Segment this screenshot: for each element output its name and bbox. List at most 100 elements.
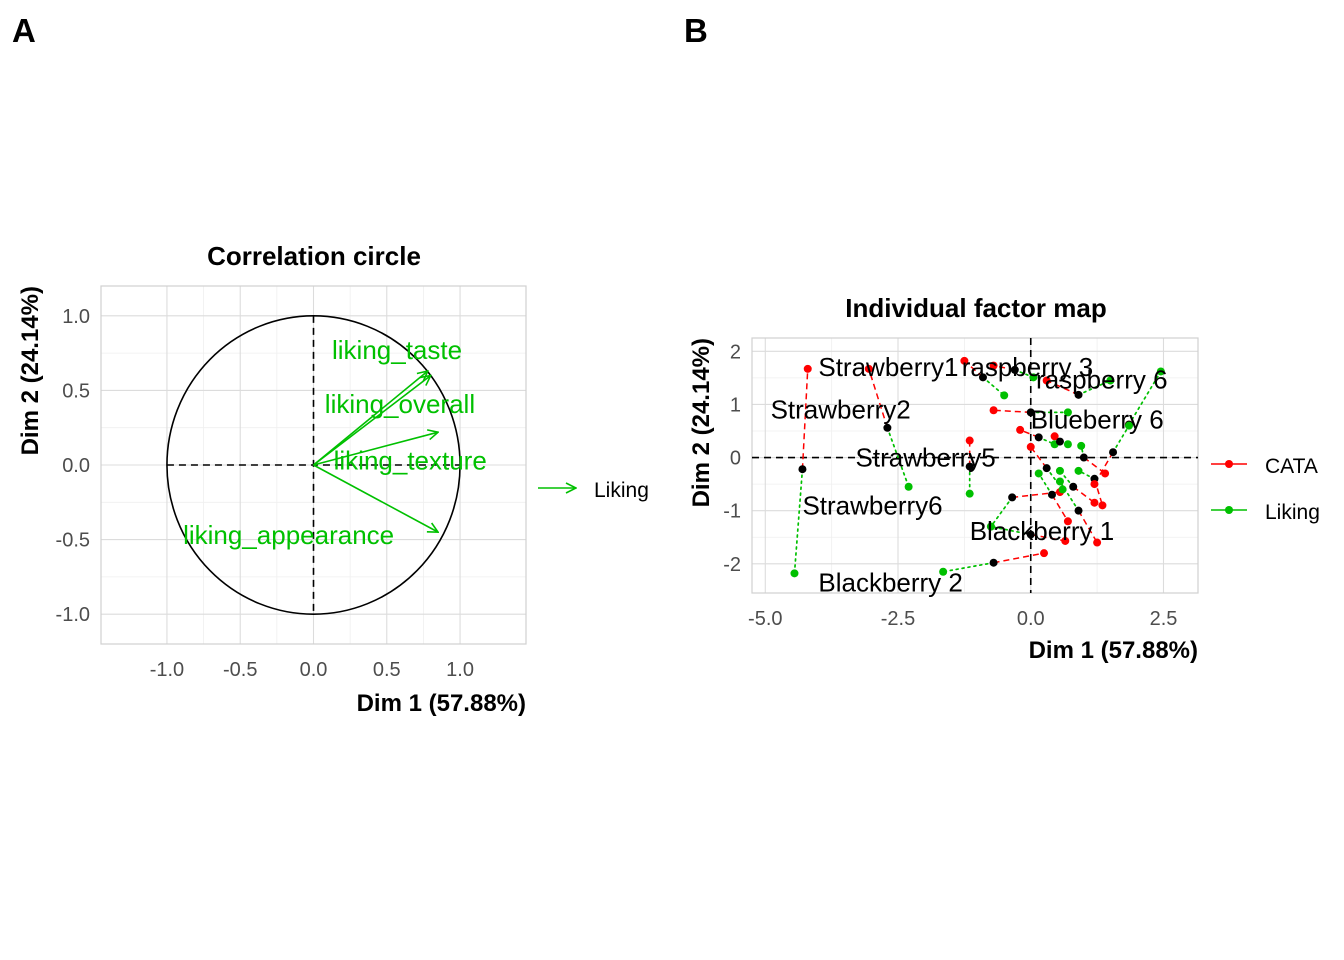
- cata-segment: [1072, 486, 1095, 504]
- chart-a-y-tick-label: 0.0: [62, 455, 90, 477]
- center-point: [1074, 506, 1083, 515]
- vector-arrow-liking-texture: [313, 432, 439, 466]
- product-label: Blackberry 2: [818, 567, 963, 597]
- chart-b-y-tick-label: -1: [723, 501, 741, 523]
- cata-point: [1042, 376, 1051, 385]
- chart-b-x-axis-title: Dim 1 (57.88%): [1029, 637, 1198, 664]
- cata-point: [960, 356, 969, 365]
- cata-segment: [1030, 446, 1048, 469]
- cata-point: [1090, 498, 1099, 507]
- cata-point: [1061, 536, 1070, 545]
- chart-a-y-axis-title: Dim 2 (24.14%): [17, 286, 44, 455]
- cata-point: [1026, 442, 1035, 451]
- liking-segment: [1045, 467, 1064, 491]
- chart-a-y-tick-label: 0.5: [62, 380, 90, 402]
- cata-point: [1098, 501, 1107, 510]
- liking-point: [904, 482, 913, 491]
- center-point: [1034, 433, 1043, 442]
- chart-b-x-tick-label: 2.5: [1150, 608, 1178, 630]
- cata-segment: [993, 409, 1031, 414]
- chart-a-y-tick-label: -0.5: [56, 530, 90, 552]
- liking-segment: [1037, 472, 1053, 496]
- cata-point: [1040, 549, 1049, 558]
- chart-a-x-tick-label: -0.5: [223, 659, 257, 681]
- chart-a-x-tick-label: -1.0: [150, 659, 184, 681]
- vector-arrow-liking-taste: [312, 371, 428, 466]
- cata-segment: [1030, 533, 1066, 542]
- chart-b-legend-label-liking: Liking: [1265, 501, 1320, 524]
- center-point: [1109, 448, 1118, 457]
- liking-point: [965, 489, 974, 498]
- center-point: [965, 462, 974, 471]
- correlation-circle-chart: Correlation circle -1.0 -0.5 0.0 0.5 1.0-1.0…: [17, 241, 649, 717]
- center-point: [1008, 493, 1017, 502]
- chart-a-x-tick-label: 0.0: [300, 659, 328, 681]
- liking-point: [1000, 391, 1009, 400]
- chart-b-plot-area: [751, 337, 1199, 594]
- cata-point: [989, 406, 998, 415]
- cata-segment: [868, 368, 889, 429]
- chart-b-y-tick-label: 0: [730, 448, 741, 470]
- liking-segment: [886, 426, 910, 488]
- cata-point: [803, 364, 812, 373]
- chart-b-x-tick-label: 0.0: [1017, 608, 1045, 630]
- product-label: Strawberry6: [802, 490, 942, 520]
- chart-b-y-tick-label: -2: [723, 554, 741, 576]
- cata-point: [989, 361, 998, 370]
- chart-b-x-tick-label: -2.5: [881, 608, 915, 630]
- liking-point: [790, 569, 799, 578]
- cata-segment: [963, 360, 984, 378]
- cata-segment: [1051, 494, 1069, 522]
- center-point: [1074, 390, 1083, 399]
- liking-segment: [982, 376, 1006, 397]
- product-label: raspberry 3: [962, 352, 1094, 382]
- chart-a-x-tick-label: 1.0: [446, 659, 474, 681]
- chart-b-grid: [752, 338, 1198, 593]
- liking-segment: [990, 496, 1014, 528]
- cata-point: [1050, 432, 1059, 441]
- product-label: Strawberry2: [771, 395, 911, 425]
- liking-segment: [793, 468, 804, 575]
- cata-segment: [993, 552, 1045, 564]
- chart-b-legend: CATA Liking: [1211, 455, 1320, 524]
- chart-b-y-tick-label: 1: [730, 394, 741, 416]
- chart-b-legend-key-cata-point: [1225, 460, 1233, 468]
- cata-segment: [1083, 456, 1106, 475]
- chart-b-legend-label-cata: CATA: [1265, 455, 1318, 478]
- cata-point: [1101, 469, 1110, 478]
- liking-point: [1055, 477, 1064, 486]
- liking-point: [1074, 466, 1083, 475]
- chart-b-y-tick-label: 2: [730, 341, 741, 363]
- product-label: Blackberry 1: [970, 516, 1114, 546]
- vector-label-liking-texture: liking_texture: [334, 446, 487, 476]
- liking-segment: [942, 561, 995, 573]
- cata-point: [1016, 425, 1025, 434]
- chart-a-x-axis-title: Dim 1 (57.88%): [357, 690, 526, 717]
- center-point: [883, 423, 892, 432]
- liking-point: [1029, 373, 1038, 382]
- product-label: raspberry 6: [1036, 364, 1168, 394]
- chart-b-legend-key-liking-point: [1225, 506, 1233, 514]
- liking-point: [1034, 469, 1043, 478]
- center-point: [1026, 530, 1035, 539]
- vector-arrow-liking-overall: [313, 376, 431, 466]
- chart-a-y-tick-label: 1.0: [62, 306, 90, 328]
- liking-segment: [1128, 370, 1162, 426]
- vector-arrow-liking-appearance: [313, 464, 439, 532]
- cata-point: [1093, 538, 1102, 547]
- liking-point: [1055, 466, 1064, 475]
- center-point: [1042, 464, 1051, 473]
- liking-point: [1058, 485, 1067, 494]
- chart-a-title: Correlation circle: [207, 241, 421, 271]
- center-point: [1026, 408, 1035, 417]
- chart-a-x-tick-label: 0.5: [373, 659, 401, 681]
- liking-point: [1124, 421, 1133, 430]
- vector-label-liking-taste: liking_taste: [332, 335, 462, 365]
- vector-label-liking-overall: liking_overall: [325, 389, 475, 419]
- chart-b-ticks: -5.0 -2.5 0.0 2.5 -2 -1 0 1 2: [723, 341, 1177, 630]
- center-point: [1047, 490, 1056, 499]
- individual-factor-map-chart: Individual factor map -5.0 -2.5 0.0 2.5 -2 -1…: [688, 293, 1320, 664]
- liking-point: [939, 567, 948, 576]
